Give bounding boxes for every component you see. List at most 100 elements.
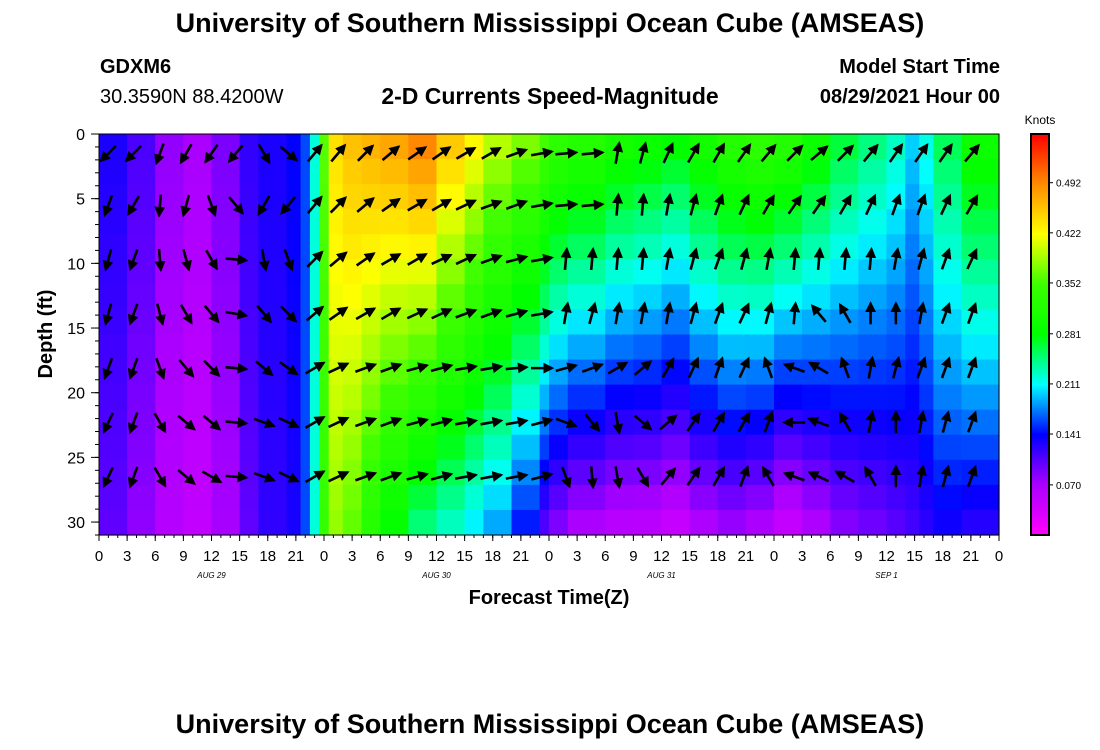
heatmap-cell [961, 509, 1000, 536]
current-vector [713, 193, 725, 216]
current-vector [739, 247, 750, 270]
heatmap-cell [858, 384, 888, 411]
heatmap-cell [286, 209, 302, 235]
current-vector [280, 305, 298, 323]
heatmap-cell [361, 284, 381, 311]
heatmap-cell [961, 234, 1000, 260]
heatmap-cell [408, 459, 438, 486]
y-tick-label: 0 [76, 127, 85, 144]
heatmap-cell [858, 184, 888, 210]
current-vector [227, 144, 244, 164]
current-vector [637, 141, 649, 164]
current-vector [661, 357, 675, 378]
heatmap-cell [961, 184, 1000, 210]
current-vector [787, 194, 802, 215]
current-vector [180, 194, 192, 218]
heatmap-cell [605, 234, 634, 260]
heatmap-cell [511, 259, 541, 285]
current-vector [738, 302, 750, 324]
current-vector [354, 416, 378, 428]
heatmap-cell [436, 334, 466, 361]
heatmap-cell [539, 284, 550, 311]
heatmap-cell [309, 434, 320, 461]
current-vector [530, 253, 554, 265]
current-vector [712, 465, 726, 487]
heatmap-cell [886, 159, 906, 185]
y-axis-label: Depth (ft) [35, 290, 57, 379]
current-vector [430, 362, 454, 373]
x-tick-label: 21 [963, 548, 980, 565]
heatmap-cell [717, 384, 747, 411]
heatmap-cell [183, 334, 213, 361]
heatmap-cell [436, 434, 466, 461]
current-vector [581, 199, 605, 211]
heatmap-cell [919, 359, 934, 386]
heatmap-cell [328, 509, 344, 536]
current-vector [480, 199, 503, 210]
current-vector [662, 246, 674, 271]
current-vector [713, 247, 725, 270]
heatmap-cell [408, 359, 438, 386]
current-vector [102, 303, 114, 327]
heatmap-cell [483, 259, 513, 285]
colorbar: Knots 0.492 0.422 0.352 0.281 0.211 0.141 0.070 [1025, 113, 1081, 536]
current-vector [127, 412, 139, 435]
heatmap-cell [933, 484, 963, 511]
current-vector [662, 141, 674, 164]
heatmap-cell [567, 234, 606, 260]
heatmap-cell [539, 209, 550, 235]
x-axis-label: Forecast Time(Z) [469, 587, 630, 609]
current-vector [430, 416, 454, 428]
current-vector [406, 471, 430, 482]
current-vector [480, 253, 503, 265]
heatmap-cell [717, 209, 747, 235]
current-vector [179, 143, 193, 165]
heatmap-cell [802, 334, 831, 361]
colorbar-scale [1030, 133, 1050, 536]
heatmap-cell [183, 384, 213, 411]
current-vector [127, 303, 139, 326]
current-vector [505, 147, 529, 159]
current-vector [763, 301, 775, 325]
heatmap-cell [605, 184, 634, 210]
current-vector [555, 362, 579, 373]
current-vector [204, 144, 219, 164]
current-vector [225, 254, 249, 266]
current-vector [454, 362, 479, 374]
current-vector [178, 359, 195, 378]
heatmap-cell [905, 309, 920, 336]
date-label: AUG 29 [196, 571, 226, 580]
heatmap-cell [408, 284, 438, 311]
current-vector [505, 199, 529, 210]
heatmap-cell [511, 159, 541, 185]
heatmap-cell [745, 259, 775, 285]
current-vector [203, 359, 221, 378]
heatmap-cell [633, 209, 663, 235]
heatmap-cell [933, 259, 963, 285]
heatmap-cell [633, 134, 663, 160]
heatmap-cell [309, 359, 320, 386]
heatmap-cell [830, 284, 859, 311]
heatmap-cell [961, 434, 1000, 461]
heatmap-cell [300, 259, 311, 285]
current-vector [431, 308, 453, 320]
heatmap-cell [211, 234, 241, 260]
heatmap-cell [99, 259, 128, 285]
heatmap-cell [408, 309, 438, 336]
heatmap-cell [342, 484, 363, 511]
current-vector [329, 251, 348, 268]
heatmap-cell [319, 209, 330, 235]
heatmap-cell [361, 359, 381, 386]
heatmap-cell [127, 209, 156, 235]
heatmap-cell [661, 284, 691, 311]
heatmap-cell [961, 159, 1000, 185]
current-vector [633, 359, 653, 376]
heatmap-cell [661, 234, 691, 260]
heatmap-cell [436, 209, 466, 235]
heatmap-cell [239, 509, 259, 536]
heatmap-cell [858, 359, 888, 386]
colorbar-tick-label: 0.492 [1056, 179, 1081, 190]
x-tick-label: 15 [681, 548, 698, 565]
current-vector [891, 355, 902, 379]
current-vector [738, 193, 750, 216]
